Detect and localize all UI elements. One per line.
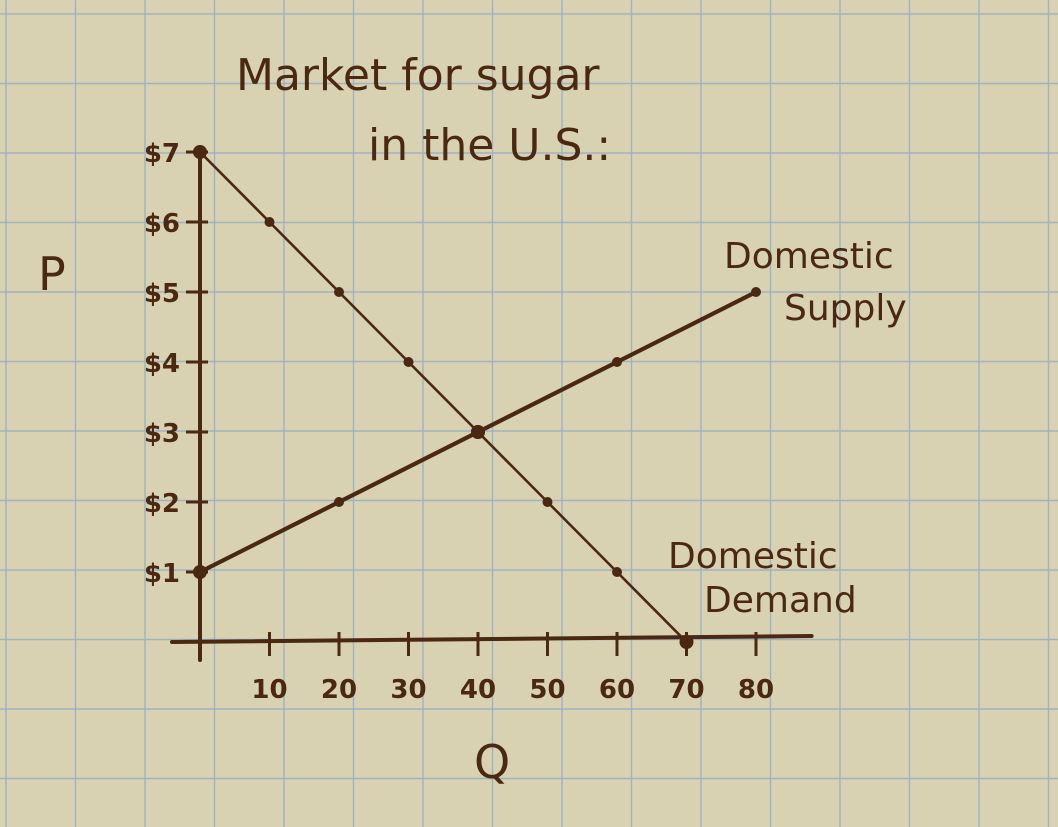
x-tick-label: 50 bbox=[529, 675, 565, 705]
y-tick-label: $2 bbox=[144, 489, 180, 519]
x-axis-label: Q bbox=[474, 735, 510, 789]
x-ticks: 10 20 30 40 50 60 70 80 bbox=[198, 632, 774, 705]
supply-label-line-1: Domestic bbox=[724, 236, 894, 277]
x-axis-line bbox=[170, 634, 814, 644]
x-tick-label: 70 bbox=[668, 675, 704, 705]
y-tick-label: $7 bbox=[144, 139, 180, 169]
chart-title: Market for sugar in the U.S.: bbox=[236, 50, 611, 171]
supply-point bbox=[471, 425, 485, 439]
y-axis-label: P bbox=[38, 247, 66, 301]
supply-curve-label: Domestic Supply bbox=[724, 236, 907, 329]
supply-point bbox=[193, 565, 207, 579]
x-tick-label: 60 bbox=[599, 675, 635, 705]
demand-label-line-1: Domestic bbox=[668, 536, 838, 577]
y-tick-label: $6 bbox=[144, 209, 180, 239]
demand-point bbox=[542, 497, 553, 507]
demand-label-line-2: Demand bbox=[704, 580, 857, 621]
y-tick-label: $5 bbox=[144, 279, 180, 309]
x-tick-label: 80 bbox=[738, 675, 774, 705]
y-tick-label: $4 bbox=[144, 349, 180, 379]
x-tick-label: 10 bbox=[251, 675, 287, 705]
supply-point bbox=[612, 357, 622, 367]
demand-point bbox=[612, 567, 622, 577]
supply-label-line-2: Supply bbox=[784, 288, 907, 329]
demand-point bbox=[264, 217, 275, 227]
series-lines bbox=[193, 145, 761, 649]
y-tick-label: $1 bbox=[144, 559, 180, 589]
x-tick-label: 30 bbox=[390, 675, 426, 705]
title-line-2: in the U.S.: bbox=[368, 120, 611, 171]
demand-point bbox=[193, 145, 207, 159]
y-ticks: $1 $2 $3 $4 $5 $6 $7 bbox=[144, 139, 208, 589]
demand-point bbox=[334, 287, 344, 297]
demand-curve bbox=[198, 150, 688, 644]
demand-point bbox=[679, 635, 694, 649]
x-tick-label: 40 bbox=[460, 675, 496, 705]
demand-point bbox=[403, 357, 414, 367]
y-tick-label: $3 bbox=[144, 419, 180, 449]
x-tick-label: 20 bbox=[321, 675, 357, 705]
demand-curve-label: Domestic Demand bbox=[668, 536, 857, 621]
supply-point bbox=[751, 287, 761, 297]
title-line-1: Market for sugar bbox=[236, 50, 600, 101]
supply-point bbox=[334, 497, 344, 507]
